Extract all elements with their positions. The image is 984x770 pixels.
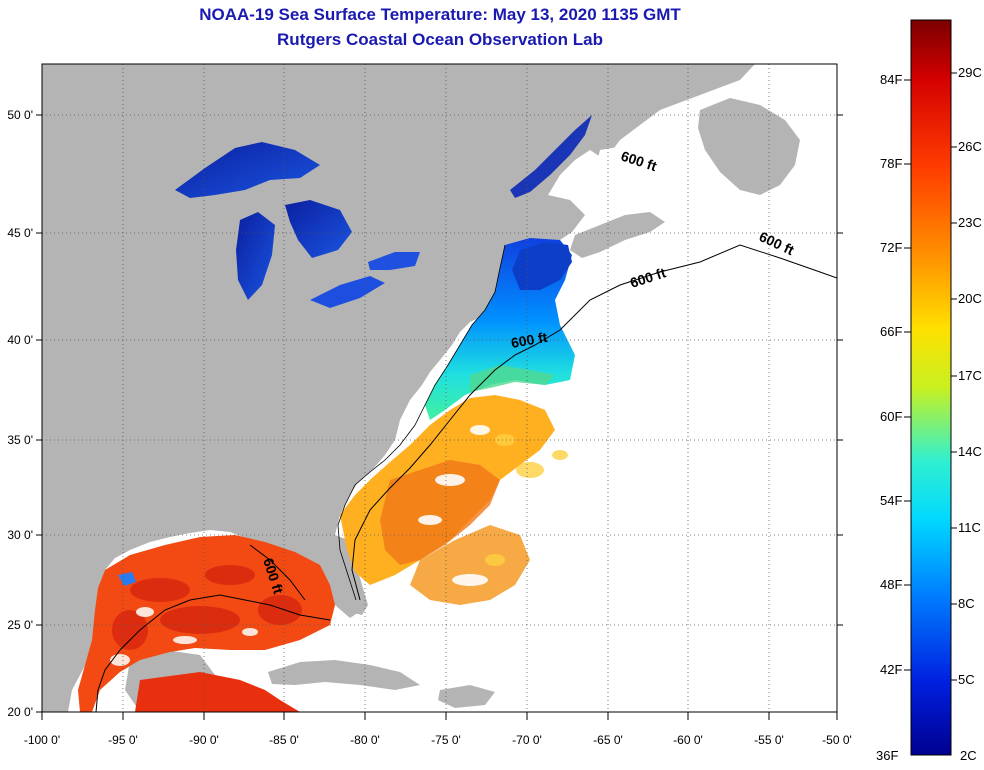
colorbar-label-f: 42F bbox=[880, 662, 902, 677]
colorbar-label-c: 17C bbox=[958, 368, 982, 383]
isobath-600ft bbox=[351, 244, 837, 601]
lon-tick-label: -70 0' bbox=[512, 733, 542, 747]
colorbar-label-f: 78F bbox=[880, 156, 902, 171]
gulf-stream-core bbox=[380, 460, 500, 565]
colorbar-label-c: 8C bbox=[958, 596, 975, 611]
cuba-land bbox=[268, 660, 420, 690]
lake-michigan bbox=[236, 212, 275, 300]
lon-tick-label: -65 0' bbox=[593, 733, 623, 747]
st-lawrence-gulf bbox=[595, 145, 700, 212]
north-america-land bbox=[42, 64, 755, 712]
lon-tick-label: -80 0' bbox=[350, 733, 380, 747]
colorbar-label-c: 20C bbox=[958, 291, 982, 306]
lon-tick-label: -85 0' bbox=[269, 733, 299, 747]
lon-tick-label: -75 0' bbox=[431, 733, 461, 747]
lat-tick-label: 20 0' bbox=[7, 705, 33, 719]
isobath-600ft-gulf bbox=[95, 594, 331, 712]
colorbar-ticks bbox=[904, 72, 957, 681]
colorbar-label-f: 60F bbox=[880, 409, 902, 424]
graticule bbox=[42, 64, 837, 712]
lon-tick-label: -50 0' bbox=[822, 733, 852, 747]
colorbar-label-c: 11C bbox=[958, 520, 981, 535]
atlantic-sst-patches bbox=[485, 434, 568, 566]
maritimes-land bbox=[570, 212, 665, 258]
east-coast-outline bbox=[337, 244, 506, 601]
shelf-warm-edge bbox=[470, 365, 555, 392]
colorbar-label-c: 2C bbox=[960, 748, 977, 763]
colorbar-label-f: 66F bbox=[880, 324, 902, 339]
lat-tick-label: 30 0' bbox=[7, 528, 33, 542]
map-plot-area bbox=[42, 64, 837, 712]
colorbar-label-c: 26C bbox=[958, 139, 982, 154]
gulf-of-maine-sst bbox=[512, 242, 572, 290]
colorbar-label-c: 29C bbox=[958, 65, 982, 80]
lon-tick-label: -55 0' bbox=[754, 733, 784, 747]
colorbar-label-f: 84F bbox=[880, 72, 902, 87]
map-subtitle: Rutgers Coastal Ocean Observation Lab bbox=[277, 30, 603, 49]
map-title: NOAA-19 Sea Surface Temperature: May 13,… bbox=[199, 5, 681, 24]
lake-ontario bbox=[368, 252, 420, 270]
colorbar-label-f: 48F bbox=[880, 577, 902, 592]
isobath-600ft-shelf bbox=[249, 544, 306, 601]
lat-tick-label: 40 0' bbox=[7, 333, 33, 347]
lake-erie bbox=[310, 276, 385, 308]
colorbar-label-f: 54F bbox=[880, 493, 902, 508]
caribbean-sst bbox=[135, 672, 300, 712]
newfoundland-land bbox=[698, 98, 800, 195]
lat-tick-label: 25 0' bbox=[7, 618, 33, 632]
colorbar-label-c: 14C bbox=[958, 444, 982, 459]
temperature-colorbar bbox=[910, 19, 952, 756]
lon-tick-label: -60 0' bbox=[673, 733, 703, 747]
colorbar-label-f: 36F bbox=[876, 748, 898, 763]
lat-tick-label: 45 0' bbox=[7, 226, 33, 240]
atlantic-offshore-sst bbox=[410, 525, 530, 605]
cool-patch-yucatan bbox=[118, 572, 136, 586]
lon-tick-label: -100 0' bbox=[24, 733, 60, 747]
lon-tick-label: -90 0' bbox=[189, 733, 219, 747]
colorbar-label-c: 5C bbox=[958, 672, 975, 687]
lake-huron bbox=[285, 200, 352, 258]
lat-tick-label: 50 0' bbox=[7, 108, 33, 122]
hispaniola-land bbox=[438, 685, 495, 708]
st-lawrence-estuary-sst bbox=[510, 115, 592, 198]
atlantic-nodata-patches bbox=[418, 425, 490, 586]
colorbar-label-c: 23C bbox=[958, 215, 982, 230]
lat-tick-label: 35 0' bbox=[7, 433, 33, 447]
axis-ticks bbox=[36, 114, 843, 720]
contour-label-600ft: 600 ft bbox=[510, 329, 549, 351]
lon-tick-label: -95 0' bbox=[108, 733, 138, 747]
map-frame bbox=[41, 63, 838, 713]
colorbar-label-f: 72F bbox=[880, 240, 902, 255]
gulf-sst-texture bbox=[112, 565, 302, 650]
